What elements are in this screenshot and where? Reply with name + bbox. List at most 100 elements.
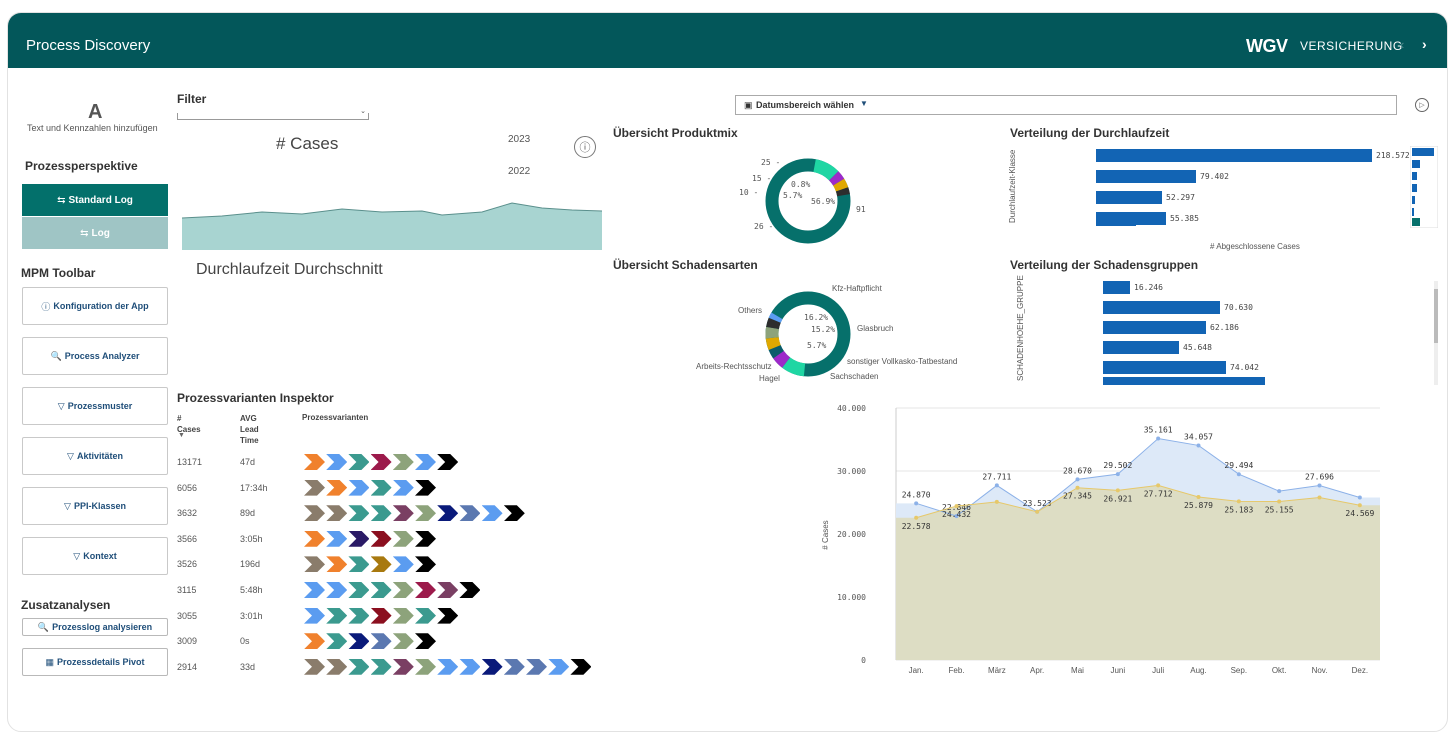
data-point[interactable] — [1115, 488, 1120, 493]
scrollbar-track[interactable] — [1434, 281, 1438, 385]
variant-lead-time: 196d — [240, 559, 261, 570]
variant-row[interactable]: 6056 17:34h — [177, 479, 598, 496]
variant-step-chevron — [415, 658, 436, 675]
data-point[interactable] — [1156, 483, 1161, 488]
data-point[interactable] — [1357, 503, 1362, 508]
variant-step-chevron — [326, 633, 348, 650]
extra-button-2[interactable]: ▦ Prozessdetails Pivot — [22, 648, 168, 676]
variant-row[interactable]: 3632 89d — [177, 505, 598, 522]
variant-step-chevron — [348, 658, 370, 675]
inspector-title: Prozessvarianten Inspektor — [177, 391, 334, 405]
produktmix-label: 10 - — [739, 188, 759, 197]
standard-log-button[interactable]: ⇆ Standard Log — [22, 184, 168, 216]
durchlaufzeit-bar-value: 79.402 — [1200, 172, 1229, 181]
tool-button-3[interactable]: ▽ Prozessmuster — [22, 387, 168, 425]
variant-step-chevron — [370, 658, 392, 675]
calendar-icon: ▣ — [744, 100, 753, 110]
variant-row[interactable]: 13171 47d — [177, 454, 598, 470]
data-point[interactable] — [1317, 483, 1322, 488]
data-point[interactable] — [954, 514, 959, 519]
scrollbar-thumb[interactable] — [1434, 289, 1438, 343]
data-point[interactable] — [1236, 499, 1241, 504]
variant-row[interactable]: 3526 196d — [177, 556, 598, 573]
data-point[interactable] — [1196, 443, 1201, 448]
data-label: 25.183 — [1224, 505, 1253, 514]
data-point[interactable] — [1236, 472, 1241, 477]
filter-dropdown[interactable]: ⌄ — [177, 108, 369, 120]
data-point[interactable] — [994, 499, 999, 504]
col-time-header[interactable]: AVG Lead Time — [240, 414, 259, 445]
variant-row[interactable]: 3566 3:05h — [177, 530, 598, 547]
data-point[interactable] — [954, 504, 959, 509]
text-widget-icon[interactable]: A — [88, 101, 103, 123]
text-widget-label[interactable]: Text und Kennzahlen hinzufügen — [27, 123, 158, 133]
data-point[interactable] — [1196, 494, 1201, 499]
schadensgruppen-bar[interactable] — [1103, 281, 1130, 294]
data-point[interactable] — [1317, 495, 1322, 500]
durchlaufzeit-minimap[interactable] — [1410, 146, 1438, 228]
data-point[interactable] — [1075, 485, 1080, 490]
schadensgruppen-bar[interactable] — [1103, 341, 1179, 354]
tool-button-5[interactable]: ▽ PPI-Klassen — [22, 487, 168, 525]
variant-step-chevron — [304, 658, 325, 675]
variant-step-chevron — [326, 454, 348, 470]
variant-row[interactable]: 3115 5:48h — [177, 582, 598, 598]
data-point[interactable] — [1115, 472, 1120, 477]
search-icon: 🔍 — [37, 621, 50, 632]
data-point[interactable] — [1035, 509, 1040, 514]
data-point[interactable] — [994, 483, 999, 488]
variant-row[interactable]: 2914 33d — [177, 658, 598, 675]
variant-lead-time: 5:48h — [240, 585, 263, 595]
variant-step-chevron — [415, 530, 436, 547]
data-point[interactable] — [1277, 489, 1282, 494]
variant-row[interactable]: 3009 0s — [177, 633, 598, 650]
col-variants-header[interactable]: Prozessvarianten — [302, 413, 369, 422]
produktmix-label: 25 - — [761, 158, 781, 167]
schadensgruppen-bar[interactable] — [1103, 321, 1206, 334]
data-label: 29.502 — [1103, 461, 1132, 470]
variant-step-chevron — [548, 658, 570, 675]
variant-step-chevron — [392, 479, 414, 496]
play-icon[interactable]: ▷ — [1415, 98, 1429, 112]
data-point[interactable] — [1357, 495, 1362, 500]
produktmix-donut — [765, 158, 851, 244]
schadensgruppen-bar[interactable] — [1103, 301, 1220, 314]
y-tick-label: 30.000 — [837, 467, 866, 476]
info-icon[interactable]: ⓘ — [574, 136, 596, 158]
chevron-right-icon[interactable]: › — [1422, 36, 1427, 52]
log-button[interactable]: ⇆ Log — [22, 217, 168, 249]
data-point[interactable] — [914, 501, 919, 506]
variant-lead-time: 17:34h — [240, 482, 268, 493]
tool-button-6[interactable]: ▽ Kontext — [22, 537, 168, 575]
variant-lead-time: 47d — [240, 457, 256, 467]
durchlaufzeit-bar[interactable] — [1096, 191, 1162, 204]
tool-button-label: Process Analyzer — [64, 351, 140, 361]
sort-down-icon[interactable]: ▼ — [178, 432, 185, 439]
tool-button-2[interactable]: 🔍 Process Analyzer — [22, 337, 168, 375]
variant-cases: 3632 — [177, 508, 198, 519]
variant-step-chevron — [503, 658, 525, 675]
data-point[interactable] — [1277, 499, 1282, 504]
variant-step-chevron — [326, 479, 348, 496]
x-tick-label: Juli — [1152, 666, 1164, 675]
schadensgruppen-bar[interactable] — [1103, 361, 1226, 374]
tool-button-4[interactable]: ▽ Aktivitäten — [22, 437, 168, 475]
date-range-selector[interactable]: ▣ Datumsbereich wählen ▼ — [735, 95, 1397, 115]
cases-year-2022: 2022 — [508, 166, 531, 177]
schadensgruppen-bar-value: 16.246 — [1134, 283, 1163, 292]
chevron-down-icon: ⌄ — [360, 108, 366, 115]
col-cases-header[interactable]: # Cases — [177, 414, 201, 434]
durchlaufzeit-bar[interactable] — [1096, 170, 1196, 183]
variant-step-chevron — [370, 607, 392, 624]
durchlaufzeit-bar[interactable] — [1096, 149, 1372, 162]
durchlaufzeit-bar[interactable] — [1096, 212, 1166, 225]
data-point[interactable] — [1075, 477, 1080, 482]
data-point[interactable] — [914, 515, 919, 520]
extra-button-1[interactable]: 🔍 Prozesslog analysieren — [22, 618, 168, 636]
variant-step-chevron — [459, 505, 481, 522]
chevron-left-icon[interactable]: ‹ — [1400, 37, 1405, 52]
variant-step-chevron — [304, 479, 325, 496]
variant-row[interactable]: 3055 3:01h — [177, 607, 598, 624]
data-point[interactable] — [1156, 436, 1161, 441]
tool-button-1[interactable]: ⓘ Konfiguration der App — [22, 287, 168, 325]
